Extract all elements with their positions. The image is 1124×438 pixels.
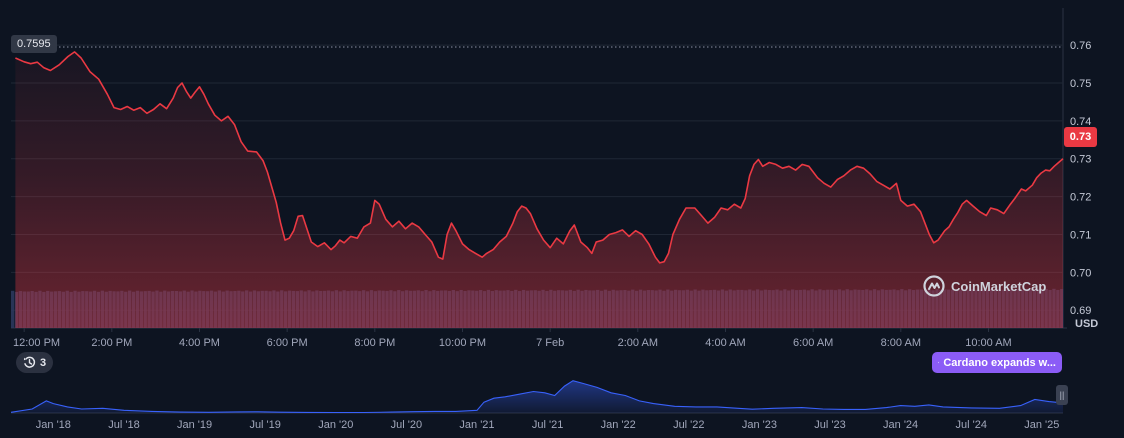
coinmarketcap-watermark: CoinMarketCap (923, 274, 1046, 298)
navigator-line (10, 380, 1064, 414)
x-tick-label: 6:00 PM (267, 337, 308, 349)
x-tick-label: 4:00 PM (179, 337, 220, 349)
y-tick-label: 0.73 (1070, 154, 1091, 166)
event-marker-button[interactable]: Cardano expands w... (932, 352, 1062, 373)
navigator-tick-label: Jul '19 (249, 419, 280, 431)
y-axis-ticks: 0.76 0.75 0.74 0.73 0.72 0.71 0.70 0.69 (1070, 40, 1091, 317)
x-tick-label: 7 Feb (536, 337, 564, 349)
x-tick-label: 8:00 PM (354, 337, 395, 349)
x-tick-label: 2:00 AM (618, 337, 658, 349)
navigator-tick-label: Jul '20 (391, 419, 422, 431)
history-count: 3 (40, 356, 47, 369)
coinmarketcap-logo-icon (923, 275, 945, 297)
price-line (15, 51, 1064, 264)
navigator-tick-label: Jan '25 (1024, 419, 1059, 431)
volume-bar (11, 290, 15, 328)
x-axis-ticks: 12:00 PM 2:00 PM 4:00 PM 6:00 PM 8:00 PM 10:0… (13, 328, 1012, 349)
navigator-tick-label: Jan '18 (36, 419, 71, 431)
x-tick-label: 8:00 AM (881, 337, 921, 349)
lightning-icon (938, 361, 940, 364)
y-tick-label: 0.76 (1070, 40, 1091, 52)
event-text: Cardano expands w... (943, 356, 1056, 369)
navigator-tick-label: Jan '20 (318, 419, 353, 431)
navigator-tick-label: Jul '21 (532, 419, 563, 431)
navigator-tick-label: Jul '22 (673, 419, 704, 431)
navigator-tick-label: Jan '21 (459, 419, 494, 431)
history-button[interactable]: 3 (16, 352, 54, 373)
x-tick-label: 6:00 AM (793, 337, 833, 349)
y-tick-label: 0.74 (1070, 116, 1091, 128)
y-tick-label: 0.69 (1070, 305, 1091, 317)
x-tick-label: 12:00 PM (13, 337, 60, 349)
x-tick-label: 4:00 AM (705, 337, 745, 349)
y-tick-label: 0.71 (1070, 229, 1091, 241)
navigator-tick-label: Jan '19 (177, 419, 212, 431)
navigator-tick-label: Jul '18 (108, 419, 139, 431)
price-line-group (15, 51, 1064, 264)
history-icon (23, 356, 36, 368)
current-price-badge: 0.73 (1064, 127, 1097, 147)
high-price-badge: 0.7595 (11, 35, 57, 53)
navigator-tick-label: Jan '23 (742, 419, 777, 431)
navigator-drag-handle-icon[interactable]: || (1056, 385, 1068, 405)
navigator-tick-label: Jul '23 (814, 419, 845, 431)
x-tick-label: 10:00 AM (965, 337, 1011, 349)
x-tick-label: 10:00 PM (439, 337, 486, 349)
y-tick-label: 0.72 (1070, 192, 1091, 204)
price-area-fill (15, 51, 1063, 329)
navigator-tick-label: Jan '22 (601, 419, 636, 431)
navigator-tick-label: Jan '24 (883, 419, 918, 431)
navigator-x-ticks: Jan '18 Jul '18 Jan '19 Jul '19 Jan '20 Jul '… (36, 419, 1060, 431)
navigator-chart[interactable] (10, 380, 1064, 414)
navigator-area (11, 380, 1063, 413)
price-area (15, 51, 1063, 329)
y-tick-label: 0.75 (1070, 78, 1091, 90)
x-tick-label: 2:00 PM (91, 337, 132, 349)
currency-label: USD (1075, 318, 1099, 330)
navigator-tick-label: Jul '24 (955, 419, 986, 431)
watermark-text: CoinMarketCap (951, 278, 1047, 294)
y-tick-label: 0.70 (1070, 267, 1091, 279)
